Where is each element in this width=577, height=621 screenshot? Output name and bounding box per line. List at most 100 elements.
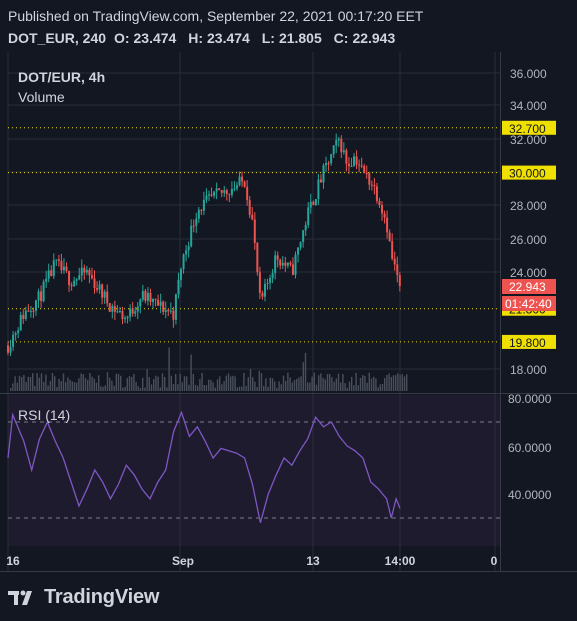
candle-body	[172, 310, 175, 320]
candle-body	[88, 270, 91, 276]
volume-bar	[346, 388, 348, 391]
volume-bar	[40, 373, 43, 391]
volume-bar	[377, 387, 379, 391]
candle-body	[210, 194, 213, 196]
candle-body	[281, 262, 284, 266]
volume-bar	[203, 385, 205, 391]
volume-bar	[373, 376, 375, 391]
time-axis-tick: 16	[6, 554, 20, 568]
volume-bar	[318, 375, 320, 391]
candle-body	[266, 282, 269, 284]
volume-bar	[54, 376, 56, 391]
candle-body	[360, 165, 363, 167]
volume-bar	[148, 377, 150, 391]
candle-body	[103, 291, 106, 298]
volume-bar	[73, 382, 76, 391]
candle-body	[141, 290, 144, 300]
candle-body	[363, 165, 366, 174]
volume-bar	[164, 377, 166, 391]
candle-body	[93, 278, 96, 288]
volume-bar	[320, 373, 322, 391]
volume-bar	[210, 379, 212, 391]
volume-bar	[126, 378, 128, 391]
candle-body	[177, 279, 180, 295]
candle-body	[85, 270, 88, 273]
volume-bar	[230, 376, 232, 391]
volume-bar	[100, 386, 102, 391]
candle-body	[396, 264, 399, 276]
candle-body	[62, 266, 65, 271]
volume-bar	[175, 373, 177, 391]
candle-body	[373, 185, 376, 187]
volume-bar	[111, 380, 113, 391]
candle-body	[233, 188, 236, 190]
tradingview-logo-icon	[8, 590, 32, 605]
candle-body	[294, 254, 297, 275]
candle-body	[106, 291, 109, 304]
candle-body	[337, 138, 340, 141]
candle-body	[75, 279, 78, 281]
volume-bar	[109, 377, 111, 391]
volume-bar	[18, 375, 21, 391]
volume-bar	[304, 352, 307, 391]
tradingview-brand[interactable]: TradingView	[8, 586, 159, 609]
volume-bar	[351, 376, 353, 391]
candle-body	[325, 163, 328, 166]
candle-body	[393, 258, 396, 265]
volume-bar	[232, 375, 234, 391]
volume-bar	[131, 377, 133, 391]
volume-bar	[186, 376, 188, 391]
volume-bar	[78, 378, 80, 391]
volume-bar	[370, 378, 373, 391]
rsi-axis-tick: 60.0000	[508, 441, 552, 455]
candle-body	[261, 292, 264, 297]
candle-body	[332, 145, 335, 155]
volume-bar	[21, 377, 23, 391]
volume-bar	[335, 378, 337, 391]
volume-bar	[388, 373, 390, 391]
volume-bar	[87, 379, 89, 391]
candle-body	[225, 190, 228, 194]
volume-bar	[177, 384, 179, 391]
volume-label: Volume	[18, 89, 65, 105]
candle-body	[60, 260, 63, 271]
volume-bar	[166, 387, 168, 391]
volume-bar	[278, 381, 280, 391]
volume-bar	[368, 372, 370, 391]
volume-bar	[265, 378, 267, 391]
candle-body	[386, 217, 389, 233]
volume-bar	[271, 378, 274, 391]
volume-bar	[399, 374, 401, 391]
volume-bar	[32, 373, 34, 391]
candle-body	[68, 271, 71, 286]
price-chart[interactable]: DOT/EUR, 4h Volume RSI (14) 36.000 34.000 32.…	[0, 52, 577, 578]
volume-bar	[337, 373, 340, 391]
candle-body	[96, 287, 99, 290]
volume-bar	[58, 379, 60, 391]
price-level-badge	[502, 165, 556, 180]
candle-body	[182, 254, 185, 270]
candle-body	[302, 230, 305, 242]
candle-body	[228, 193, 231, 195]
candle-body	[207, 194, 210, 196]
volume-bar	[84, 377, 87, 391]
candle-body	[124, 318, 127, 320]
ohlc-line: DOT_EUR, 240 O: 23.474 H: 23.474 L: 21.805 …	[8, 30, 403, 46]
candle-body	[205, 195, 208, 200]
candle-body	[187, 246, 190, 251]
volume-bar	[366, 382, 368, 391]
candle-body	[131, 308, 134, 314]
candle-body	[350, 165, 353, 167]
volume-bar	[227, 373, 230, 391]
volume-bar	[65, 382, 67, 391]
volume-bar	[56, 387, 58, 391]
volume-bar	[258, 370, 260, 391]
volume-bar	[379, 384, 381, 391]
candle-body	[14, 333, 17, 335]
candle-body	[256, 242, 259, 273]
candle-body	[42, 281, 45, 302]
candle-body	[365, 173, 368, 175]
volume-bar	[298, 377, 300, 391]
volume-bar	[406, 374, 408, 391]
candle-body	[230, 189, 233, 195]
